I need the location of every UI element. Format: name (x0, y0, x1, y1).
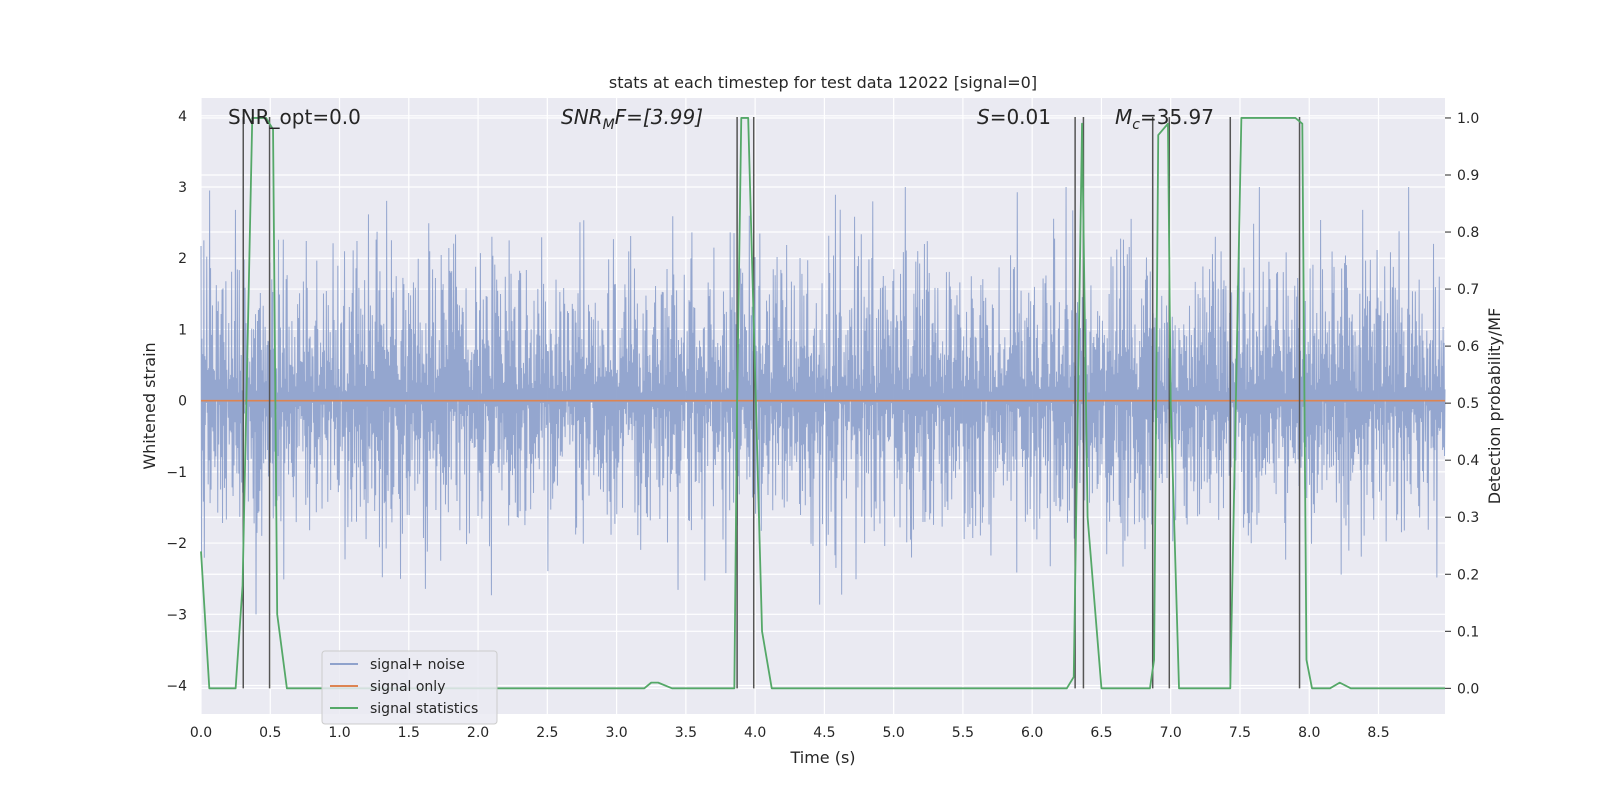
y-left-tick-label: −4 (166, 679, 187, 695)
s-name: S (977, 105, 990, 129)
annotation-mc: Mc=35.97 (1115, 105, 1214, 133)
y-left-tick-label: 1 (178, 322, 187, 338)
y-right-tick-label: 0.2 (1457, 567, 1479, 583)
mc-subscript: c (1132, 117, 1140, 133)
x-tick-label: 8.0 (1298, 725, 1320, 741)
y-right-tick-label: 0.9 (1457, 168, 1479, 184)
x-tick-label: 0.0 (190, 725, 212, 741)
legend-label-stats: signal statistics (370, 701, 478, 717)
s-value: =0.01 (990, 105, 1051, 129)
y-right-tick-label: 0.3 (1457, 510, 1479, 526)
y-left-tick-label: −3 (166, 607, 187, 623)
x-axis-ticks: 0.0 0.5 1.0 1.5 2.0 2.5 3.0 3.5 4.0 4.5 5.0 5.5 6.0 6… (190, 725, 1390, 741)
signal-statistics-line (200, 117, 1445, 690)
y-right-tick-label: 0.8 (1457, 225, 1479, 241)
x-tick-label: 6.0 (1021, 725, 1043, 741)
mc-name: M (1115, 105, 1132, 129)
y-left-tick-label: 3 (178, 180, 187, 196)
mc-value: =35.97 (1140, 105, 1214, 129)
y-left-tick-label: 2 (178, 251, 187, 267)
annotation-snr-opt: SNR_opt=0.0 (228, 105, 361, 129)
annotation-s: S=0.01 (977, 105, 1051, 129)
y-right-tick-label: 0.0 (1457, 681, 1479, 697)
x-tick-label: 4.0 (744, 725, 766, 741)
snr-mf-name: SNR (561, 105, 603, 129)
x-tick-label: 5.0 (883, 725, 905, 741)
legend-box (321, 650, 498, 725)
series-signal-noise (200, 187, 1446, 615)
x-tick-label: 7.5 (1229, 725, 1251, 741)
x-tick-label: 1.0 (328, 725, 350, 741)
y-left-tick-label: −1 (166, 465, 187, 481)
y-right-tick-label: 0.6 (1457, 339, 1479, 355)
annotation-snr-mf: SNRMF=[3.99] (561, 105, 703, 133)
legend-label-signal: signal only (370, 679, 445, 695)
y-left-tick-label: 4 (178, 109, 187, 125)
y-left-tick-label: 0 (178, 394, 187, 410)
legend-label-noise: signal+ noise (370, 657, 465, 673)
vertical-markers (242, 116, 1301, 689)
x-tick-label: 3.5 (675, 725, 697, 741)
noise-trace (200, 187, 1446, 615)
y-axis-left-label: Whitened strain (140, 342, 159, 469)
y-right-tick-label: 0.5 (1457, 396, 1479, 412)
x-tick-label: 3.0 (605, 725, 627, 741)
x-tick-label: 7.0 (1160, 725, 1182, 741)
x-tick-label: 0.5 (259, 725, 281, 741)
y-left-tick-label: −2 (166, 536, 187, 552)
x-tick-label: 6.5 (1090, 725, 1112, 741)
x-tick-label: 4.5 (813, 725, 835, 741)
chart-title: stats at each timestep for test data 120… (609, 73, 1037, 92)
y-right-tick-label: 0.4 (1457, 453, 1479, 469)
x-tick-label: 2.0 (467, 725, 489, 741)
series-signal-statistics (200, 117, 1445, 690)
snr-mf-subscript: M (603, 117, 615, 133)
x-tick-label: 8.5 (1367, 725, 1389, 741)
y-axis-right-ticks: 1.0 0.9 0.8 0.7 0.6 0.5 0.4 0.3 0.2 0.1 0.0 (1445, 111, 1479, 697)
x-axis-label: Time (s) (789, 748, 855, 767)
x-tick-label: 5.5 (952, 725, 974, 741)
y-right-tick-label: 0.1 (1457, 624, 1479, 640)
grid (200, 98, 1445, 714)
y-right-tick-label: 0.7 (1457, 282, 1479, 298)
x-tick-label: 2.5 (536, 725, 558, 741)
snr-mf-value: F=[3.99] (615, 105, 703, 129)
x-tick-label: 1.5 (398, 725, 420, 741)
legend: signal+ noise signal only signal statist… (321, 650, 498, 725)
y-right-tick-label: 1.0 (1457, 111, 1479, 127)
y-axis-right-label: Detection probability/MF (1485, 308, 1504, 505)
y-axis-left-ticks: 4 3 2 1 0 −1 −2 −3 −4 (166, 109, 187, 695)
